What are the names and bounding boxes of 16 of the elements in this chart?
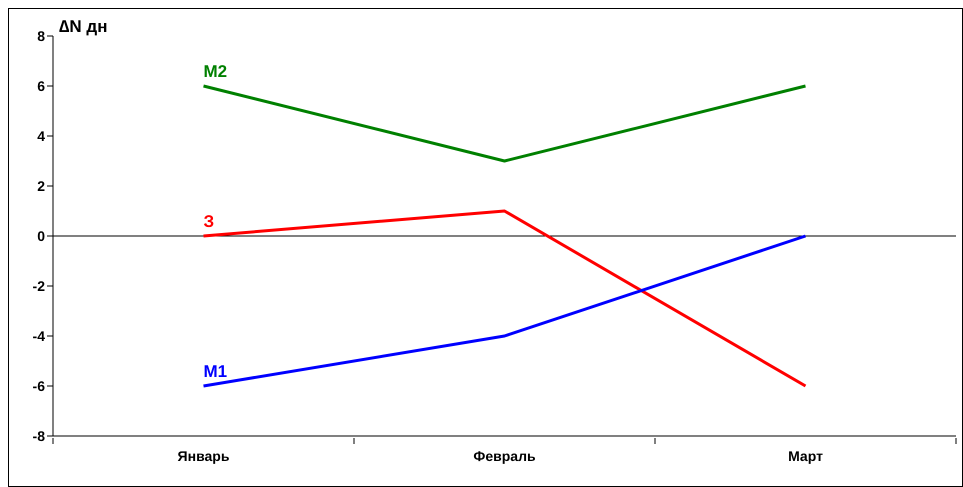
x-tick-label: Февраль xyxy=(473,448,536,464)
x-tick-label: Январь xyxy=(178,448,230,464)
y-tick-label: -2 xyxy=(32,278,46,294)
y-tick-label: 2 xyxy=(37,178,46,194)
y-tick-label: 0 xyxy=(37,228,46,244)
series-label: З xyxy=(204,212,214,231)
y-tick-label: -6 xyxy=(32,378,46,394)
series-label: М1 xyxy=(204,362,228,381)
x-tick-label: Март xyxy=(788,448,824,464)
y-tick-label: -4 xyxy=(32,328,46,344)
y-axis-title: ∆N дн xyxy=(59,17,108,36)
y-tick-label: 8 xyxy=(37,28,46,44)
series-label: М2 xyxy=(204,62,228,81)
y-tick-label: -8 xyxy=(32,428,46,444)
y-tick-label: 4 xyxy=(37,128,46,144)
y-tick-label: 6 xyxy=(37,78,46,94)
